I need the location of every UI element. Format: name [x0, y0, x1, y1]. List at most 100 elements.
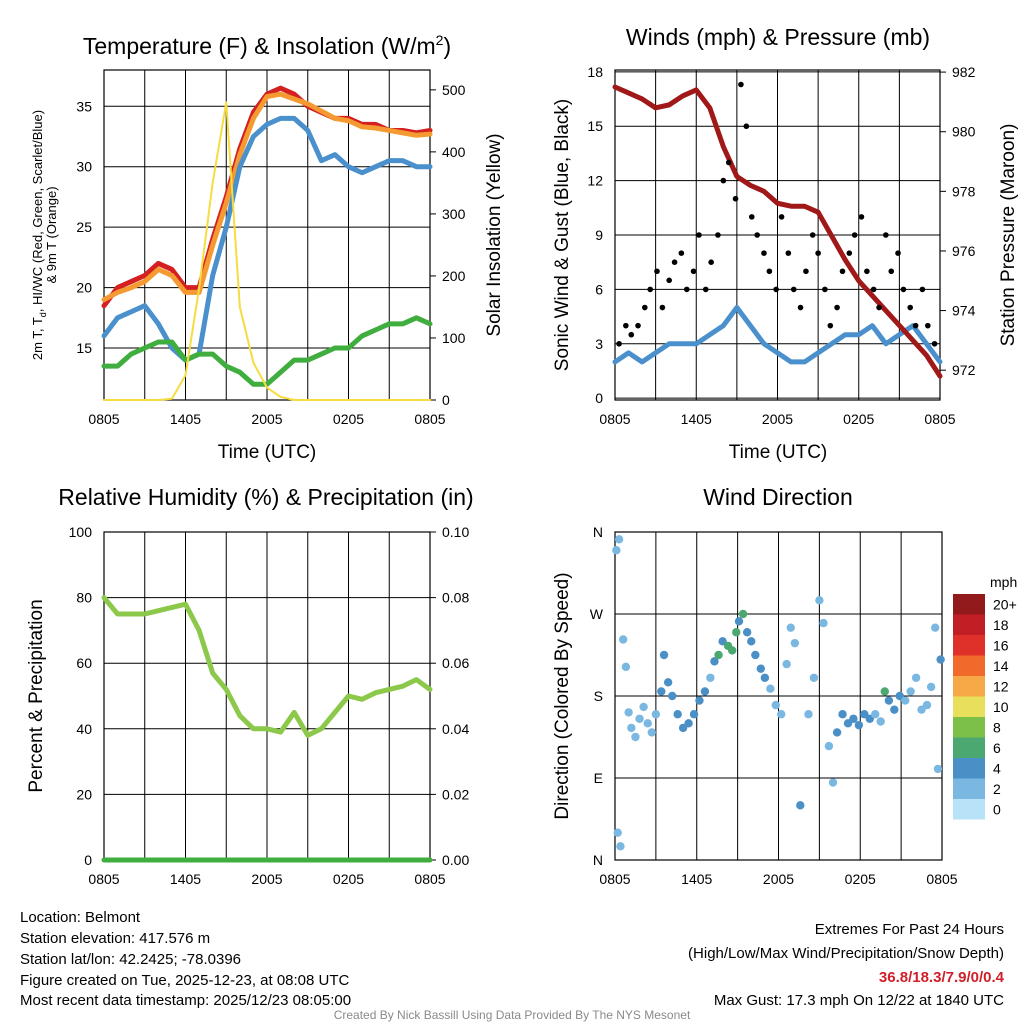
gust-point — [690, 268, 697, 275]
wind-direction-point — [657, 687, 666, 696]
y-tick-label: 0 — [84, 852, 92, 868]
gust-point — [895, 250, 901, 256]
gust-point — [635, 322, 641, 329]
colorbar-swatch — [953, 594, 985, 615]
gust-point — [785, 250, 792, 256]
colorbar-swatch — [953, 614, 985, 635]
x-tick-label: 0205 — [333, 871, 364, 887]
wind-direction-point — [890, 705, 899, 714]
gust-point — [671, 259, 678, 265]
y-tick-label: N — [593, 852, 603, 868]
temp-panel-title: Temperature (F) & Insolation (W/m2) — [83, 32, 451, 59]
wind-direction-point — [614, 535, 624, 544]
y-tick-label: 15 — [76, 340, 92, 356]
gust-point — [773, 286, 779, 293]
rh-panel-title: Relative Humidity (%) & Precipitation (i… — [58, 484, 473, 510]
wind-direction-point — [631, 732, 640, 742]
colorbar-swatch — [953, 778, 985, 799]
colorbar-swatch — [953, 737, 985, 758]
y-tick-label: W — [590, 606, 604, 622]
gust-point — [809, 232, 816, 238]
wind-direction-point — [706, 673, 715, 682]
gust-point — [815, 250, 821, 256]
gust-point — [834, 304, 840, 311]
wind-direction-point — [911, 673, 921, 682]
panel-2: 0 20 40 60 80 100 0.00 0.02 0.04 0.06 0.08 0.10 0805… — [69, 524, 470, 887]
wind-direction-point — [635, 714, 644, 723]
y-tick-label: 15 — [587, 118, 603, 134]
wind-direction-point — [621, 662, 631, 672]
gust-point — [876, 304, 882, 311]
colorbar-label: 14 — [993, 658, 1009, 674]
y-tick-label: 20 — [76, 280, 92, 296]
wind-direction-point — [618, 635, 628, 644]
wind-direction-point — [796, 801, 805, 810]
y2-tick-label: 978 — [952, 183, 976, 199]
wind-direction-point — [613, 828, 622, 837]
x-tick-label: 0205 — [333, 411, 364, 427]
wind-direction-point — [742, 628, 752, 637]
y-tick-label: 0 — [595, 390, 603, 406]
gust-point — [883, 232, 889, 238]
panel-1: 0 3 6 9 12 15 18 972 974 976 978 980 982 0805 1405 2005… — [587, 64, 975, 427]
gust-point — [900, 286, 907, 293]
gust-point — [907, 304, 914, 311]
elevation-text: Station elevation: 417.576 m — [20, 930, 210, 947]
wind-direction-point — [782, 659, 791, 669]
series-line-sonic-wind-blue- — [612, 305, 943, 365]
gust-point — [708, 259, 714, 265]
colorbar-label: 6 — [993, 740, 1001, 756]
wind-direction-point — [819, 618, 828, 628]
wind-direction-point — [714, 650, 723, 660]
colorbar-label: 18 — [993, 617, 1009, 633]
wind-direction-point — [933, 764, 943, 774]
wind-direction-point — [624, 708, 633, 717]
wind-direction-point — [936, 655, 945, 664]
wind-direction-point — [824, 741, 834, 751]
x-tick-label: 2005 — [251, 871, 282, 887]
y-tick-label: 6 — [595, 281, 603, 297]
y2-tick-label: 200 — [442, 268, 466, 284]
series-line-9m-t-orange- — [101, 91, 433, 303]
x-tick-label: 0205 — [843, 411, 874, 427]
wind-direction-point — [871, 710, 880, 719]
colorbar-label: 2 — [993, 781, 1001, 797]
gust-point — [666, 277, 672, 284]
max-gust-text: Max Gust: 17.3 mph On 12/22 at 1840 UTC — [714, 992, 1004, 1009]
pressure-y2-label: Station Pressure (Maroon) — [998, 124, 1019, 347]
location-text: Location: Belmont — [20, 909, 141, 926]
credit-text: Created By Nick Bassill Using Data Provi… — [334, 1008, 691, 1022]
series-line-solar-insolation-yellow- — [103, 101, 431, 401]
gust-point — [766, 268, 773, 275]
y2-tick-label: 0.02 — [442, 786, 469, 802]
winddir-panel-title: Wind Direction — [703, 484, 853, 510]
gust-point — [888, 268, 895, 275]
recent-data-text: Most recent data timestamp: 2025/12/23 0… — [20, 992, 351, 1009]
panel-0: 15 20 25 30 35 0 100 200 300 400 500 0805 1405 2005 02… — [76, 69, 466, 427]
colorbar-label: 12 — [993, 678, 1009, 694]
colorbar-title: mph — [990, 574, 1017, 590]
temp-x-label: Time (UTC) — [218, 442, 317, 463]
latlon-text: Station lat/lon: 42.2425; -78.0396 — [20, 951, 241, 968]
wind-direction-point — [777, 710, 786, 719]
gust-point — [754, 232, 760, 238]
x-tick-label: 2005 — [763, 871, 794, 887]
wind-direction-point — [647, 728, 656, 737]
series-line-relative-humidity — [101, 595, 433, 738]
wind-direction-point — [876, 717, 885, 726]
wind-direction-point — [828, 778, 838, 787]
wind-direction-point — [616, 842, 625, 851]
gust-point — [659, 304, 666, 311]
gust-point — [715, 232, 721, 238]
gust-point — [616, 340, 622, 347]
wind-direction-point — [815, 596, 824, 605]
y2-tick-label: 0.00 — [442, 852, 469, 868]
x-tick-label: 1405 — [170, 871, 201, 887]
wind-direction-point — [727, 646, 737, 655]
gust-point — [864, 268, 870, 275]
wind-direction-point — [643, 719, 652, 728]
y-tick-label: E — [594, 770, 603, 786]
series-line-station-pressure-maroon- — [612, 84, 943, 379]
extremes-values: 36.8/18.3/7.9/0/0.4 — [879, 969, 1005, 986]
extremes-title: Extremes For Past 24 Hours — [815, 921, 1004, 938]
